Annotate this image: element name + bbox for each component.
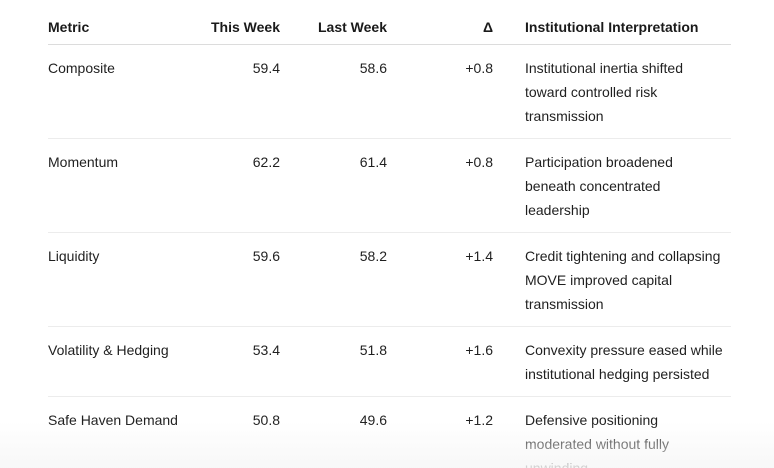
table-row: Volatility & Hedging 53.4 51.8 +1.6 Conv… [48,326,731,397]
header-spacer [493,10,525,45]
metrics-table: Metric This Week Last Week Δ Institution… [48,10,731,468]
cell-delta: +0.8 [387,138,493,233]
table-row: Liquidity 59.6 58.2 +1.4 Credit tighteni… [48,232,731,327]
header-interpretation: Institutional Interpretation [525,10,731,45]
cell-interpretation: Convexity pressure eased while instituti… [525,326,731,397]
cell-last-week: 61.4 [280,138,387,233]
cell-this-week: 53.4 [184,326,280,397]
cell-metric: Liquidity [48,232,184,327]
cell-metric: Composite [48,44,184,139]
cell-this-week: 59.6 [184,232,280,327]
cell-spacer [493,44,525,139]
cell-spacer [493,397,525,468]
table-header: Metric This Week Last Week Δ Institution… [48,10,731,45]
table-body: Composite 59.4 58.6 +0.8 Institutional i… [48,44,731,468]
cell-last-week: 58.2 [280,232,387,327]
cell-interpretation: Participation broadened beneath concentr… [525,138,731,233]
cell-last-week: 49.6 [359,412,387,428]
header-delta: Δ [387,10,493,45]
cell-interpretation: Defensive positioning moderated without … [525,412,669,468]
cell-spacer [493,232,525,327]
cell-delta: +1.2 [465,412,493,428]
cell-this-week: 50.8 [252,412,280,428]
header-last-week: Last Week [280,10,387,45]
cell-last-week: 58.6 [280,44,387,139]
cell-metric: Volatility & Hedging [48,326,184,397]
cell-spacer [493,138,525,233]
cell-this-week: 59.4 [184,44,280,139]
table-row: Safe Haven Demand 50.8 49.6 +1.2 Defensi… [48,397,731,468]
header-row: Metric This Week Last Week Δ Institution… [48,10,731,45]
cell-last-week: 51.8 [280,326,387,397]
header-metric: Metric [48,10,184,45]
cell-this-week: 62.2 [184,138,280,233]
cell-metric: Momentum [48,138,184,233]
cell-metric: Safe Haven Demand [48,412,178,428]
cell-delta: +1.4 [387,232,493,327]
cell-delta: +0.8 [387,44,493,139]
cell-interpretation: Credit tightening and collapsing MOVE im… [525,232,731,327]
table-row: Composite 59.4 58.6 +0.8 Institutional i… [48,44,731,139]
header-this-week: This Week [184,10,280,45]
cell-interpretation: Institutional inertia shifted toward con… [525,44,731,139]
cell-delta: +1.6 [387,326,493,397]
cell-spacer [493,326,525,397]
table-row: Momentum 62.2 61.4 +0.8 Participation br… [48,138,731,233]
